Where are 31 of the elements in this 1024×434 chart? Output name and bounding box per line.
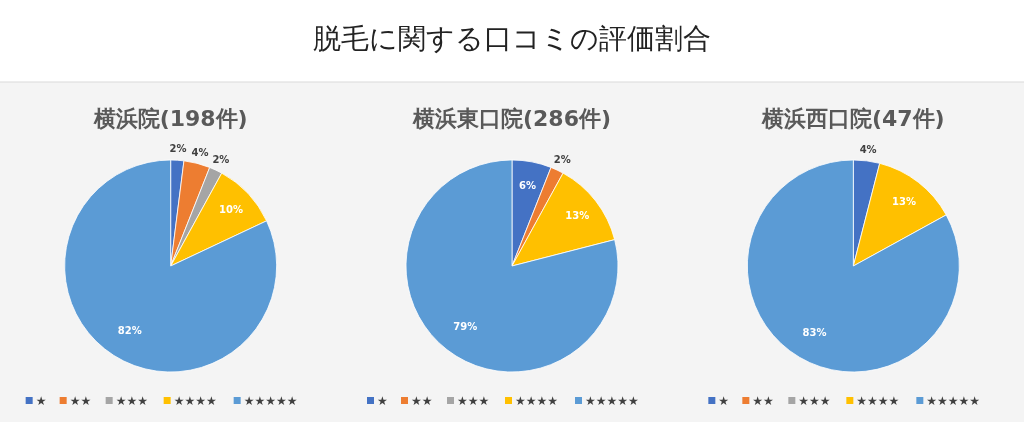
legend-label: ★★★★★ xyxy=(243,394,298,408)
data-label: 10% xyxy=(218,204,243,216)
legend-label: ★★★ xyxy=(115,394,148,408)
chart-title: 横浜西口院(47件) xyxy=(760,106,945,131)
chart-title: 横浜東口院(286件) xyxy=(411,106,612,131)
data-label: 83% xyxy=(802,326,827,338)
data-label: 2% xyxy=(553,154,571,166)
text: 脱毛に関する口コミの評価割合 xyxy=(313,22,711,55)
legend-label: ★ xyxy=(718,394,730,408)
data-label: 2% xyxy=(212,154,230,166)
legend-label: ★★★★ xyxy=(856,394,900,408)
data-label: 82% xyxy=(117,325,142,337)
data-label: 13% xyxy=(892,195,916,207)
legend-label: ★★★★★ xyxy=(926,394,981,408)
legend-label: ★★★★★ xyxy=(585,394,639,408)
legend-label: ★★ xyxy=(69,394,92,408)
legend-label: ★★★★ xyxy=(173,394,217,408)
data-label: 4% xyxy=(859,143,877,155)
legend-label: ★★★ xyxy=(457,394,490,408)
data-label: 6% xyxy=(519,179,536,191)
legend-label: ★★★★ xyxy=(515,394,559,408)
data-label: 2% xyxy=(169,143,187,155)
legend-label: ★ xyxy=(35,394,47,408)
legend-label: ★ xyxy=(377,394,388,408)
chart-title: 横浜院(198件) xyxy=(92,106,248,131)
data-label: 4% xyxy=(191,146,209,158)
legend-label: ★★ xyxy=(752,394,774,408)
data-label: 13% xyxy=(565,210,590,222)
legend-label: ★★★ xyxy=(798,394,831,408)
legend-label: ★★ xyxy=(411,394,433,408)
data-label: 79% xyxy=(453,321,478,333)
